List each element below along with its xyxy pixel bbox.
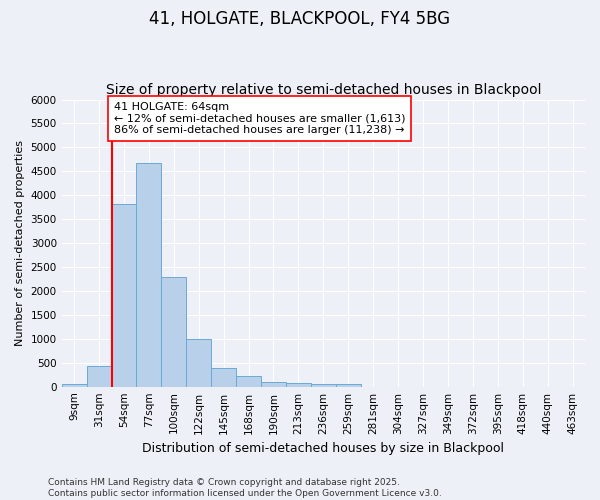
Text: Contains HM Land Registry data © Crown copyright and database right 2025.
Contai: Contains HM Land Registry data © Crown c… [48, 478, 442, 498]
Text: 41 HOLGATE: 64sqm
← 12% of semi-detached houses are smaller (1,613)
86% of semi-: 41 HOLGATE: 64sqm ← 12% of semi-detached… [114, 102, 406, 135]
Title: Size of property relative to semi-detached houses in Blackpool: Size of property relative to semi-detach… [106, 83, 541, 97]
Bar [161, 276, 186, 386]
Bar [261, 382, 286, 386]
Bar [186, 339, 211, 386]
Y-axis label: Number of semi-detached properties: Number of semi-detached properties [15, 140, 25, 346]
Bar [336, 384, 361, 386]
X-axis label: Distribution of semi-detached houses by size in Blackpool: Distribution of semi-detached houses by … [142, 442, 505, 455]
Bar [236, 376, 261, 386]
Bar [136, 162, 161, 386]
Bar [211, 368, 236, 386]
Bar [286, 383, 311, 386]
Bar [311, 384, 336, 386]
Bar [62, 384, 86, 386]
Text: 41, HOLGATE, BLACKPOOL, FY4 5BG: 41, HOLGATE, BLACKPOOL, FY4 5BG [149, 10, 451, 28]
Bar [112, 204, 136, 386]
Bar [86, 366, 112, 386]
